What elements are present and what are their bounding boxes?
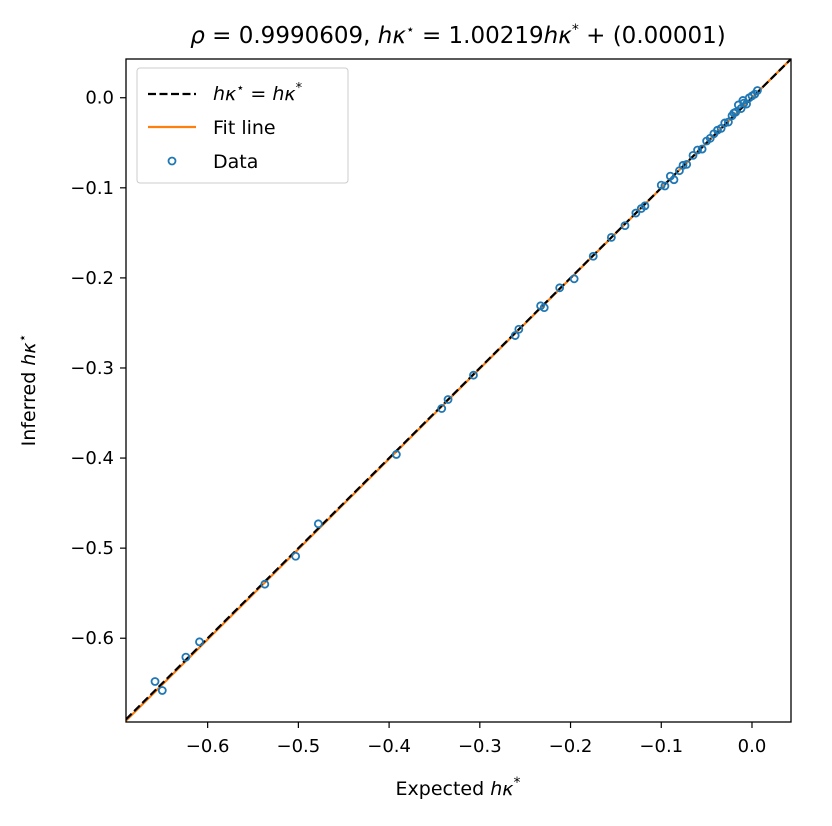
data-point xyxy=(539,303,549,313)
y-tick-label: 0.0 xyxy=(85,88,114,109)
y-tick-label: −0.5 xyxy=(70,538,114,559)
y-tick-label: −0.3 xyxy=(70,358,114,379)
data-point xyxy=(437,404,447,413)
data-point xyxy=(682,159,692,169)
y-axis-label: Inferred hκ⋆ xyxy=(15,334,40,447)
data-point xyxy=(181,652,191,662)
data-point xyxy=(469,370,478,380)
data-point xyxy=(724,117,733,127)
data-point xyxy=(313,519,323,529)
legend-data-marker xyxy=(167,156,177,166)
data-point xyxy=(656,180,666,190)
data-point xyxy=(291,551,301,561)
data-point xyxy=(660,181,670,191)
data-point xyxy=(555,283,565,293)
x-axis-label: Expected hκ* xyxy=(396,775,521,800)
data-point xyxy=(688,150,698,160)
y-tick-label: −0.6 xyxy=(70,628,114,649)
data-point xyxy=(588,251,598,261)
x-tick-label: 0.0 xyxy=(738,736,767,757)
data-point xyxy=(260,579,270,589)
data-point xyxy=(678,160,688,170)
data-point xyxy=(720,118,730,128)
identity-line xyxy=(126,59,791,721)
data-point xyxy=(157,686,167,695)
data-point xyxy=(195,637,204,647)
legend-fit-label: Fit line xyxy=(213,117,276,139)
data-point xyxy=(729,108,739,118)
legend-data-label: Data xyxy=(213,151,258,173)
data-point xyxy=(391,450,401,459)
data-point xyxy=(150,677,160,686)
data-point xyxy=(510,331,520,340)
x-tick-label: −0.4 xyxy=(367,736,411,757)
axes-frame xyxy=(125,58,792,723)
data-point xyxy=(669,175,679,185)
data-point xyxy=(738,96,748,105)
y-tick-label: −0.4 xyxy=(70,448,114,469)
data-point xyxy=(620,221,630,231)
data-point xyxy=(569,274,579,284)
data-point xyxy=(640,201,650,211)
data-point xyxy=(693,145,702,155)
data-point xyxy=(443,395,453,404)
x-axis-ticks: −0.6 −0.5 −0.4 −0.3 −0.2 −0.1 0.0 xyxy=(186,722,767,757)
data-point xyxy=(753,86,762,95)
y-tick-label: −0.1 xyxy=(70,178,114,199)
y-tick-label: −0.2 xyxy=(70,268,114,289)
x-tick-label: −0.6 xyxy=(186,736,230,757)
x-tick-label: −0.5 xyxy=(277,736,321,757)
legend-box xyxy=(136,67,349,184)
x-tick-label: −0.1 xyxy=(639,736,683,757)
points-layer xyxy=(150,86,762,695)
legend: hκ⋆ = hκ* Fit line Data xyxy=(136,67,349,184)
data-point xyxy=(514,324,524,334)
x-tick-label: −0.2 xyxy=(549,736,593,757)
chart-title: ρ = 0.9990609, hκ⋆ = 1.00219hκ* + (0.000… xyxy=(190,22,726,49)
data-point xyxy=(606,232,616,242)
data-point xyxy=(631,208,641,218)
x-tick-label: −0.3 xyxy=(458,736,502,757)
data-point xyxy=(697,144,707,154)
legend-identity-label: hκ⋆ = hκ* xyxy=(213,81,303,105)
lines-layer xyxy=(126,59,791,722)
y-axis-ticks: −0.6 −0.5 −0.4 −0.3 −0.2 −0.1 0.0 xyxy=(70,88,126,649)
